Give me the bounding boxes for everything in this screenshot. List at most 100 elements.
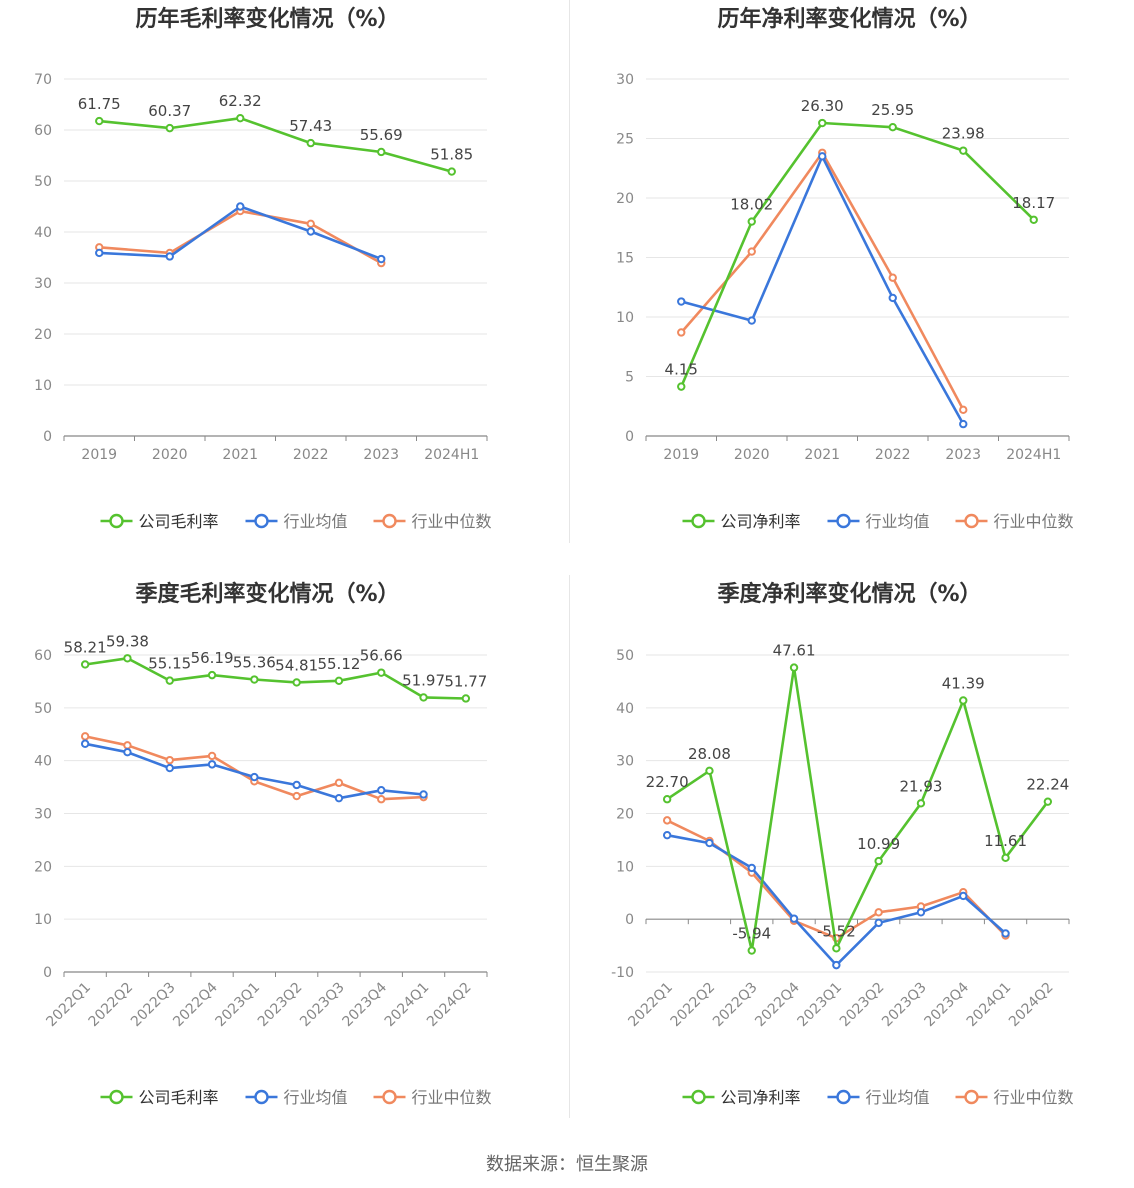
y-tick-label: 40: [34, 225, 52, 241]
data-point-company: [832, 944, 841, 953]
data-point-company: [236, 113, 245, 123]
x-tick-label: 2023Q3: [297, 980, 348, 1031]
data-point-company: [207, 670, 217, 680]
data-point-avg: [165, 763, 174, 773]
x-tick-label: 2024Q1: [964, 980, 1015, 1031]
data-label: 55.15: [148, 655, 191, 673]
data-point-company: [447, 167, 456, 176]
data-point-company: [888, 122, 897, 132]
data-point-avg: [1001, 929, 1010, 938]
data-label: 56.19: [191, 649, 234, 667]
legend-marker-median: [964, 513, 979, 529]
data-label: 51.77: [444, 672, 487, 690]
data-point-company: [662, 795, 672, 804]
legend-marker-median: [964, 1089, 979, 1105]
chart-title-3: 季度毛利率变化情况（%）: [135, 581, 399, 607]
data-point-avg: [677, 297, 686, 306]
x-tick-label: 2021: [804, 447, 840, 463]
data-point-median: [306, 219, 315, 229]
data-label: 54.81: [275, 656, 318, 674]
x-tick-label: 2022Q2: [668, 980, 719, 1031]
data-point-company: [1029, 215, 1038, 224]
x-tick-label: 2022Q1: [625, 980, 676, 1031]
data-point-avg: [832, 960, 841, 970]
data-point-company: [1001, 853, 1010, 863]
data-point-avg: [747, 863, 756, 873]
legend-label-company: 公司毛利率: [139, 512, 219, 531]
series-line-company: [99, 116, 453, 173]
y-tick-label: 0: [625, 912, 634, 928]
x-tick-label: 2023Q2: [837, 980, 888, 1031]
data-point-avg: [377, 786, 386, 795]
data-point-avg: [207, 760, 217, 769]
series-line-avg: [84, 742, 424, 800]
vertical-divider-top: [569, 0, 570, 543]
data-label: 59.38: [106, 632, 149, 650]
y-tick-label: 20: [34, 327, 52, 343]
data-point-company: [705, 766, 714, 776]
data-label: 55.36: [233, 654, 276, 672]
data-label: 51.85: [430, 146, 473, 164]
y-tick-label: 30: [34, 276, 52, 292]
series-line-company: [680, 121, 1035, 388]
data-point-avg: [818, 152, 827, 161]
data-point-company: [461, 694, 471, 703]
legend-label-avg: 行业均值: [866, 1088, 930, 1107]
data-point-avg: [874, 918, 883, 928]
data-point-avg: [95, 248, 104, 258]
data-label: 56.66: [360, 647, 403, 665]
x-tick-label: 2022Q3: [128, 980, 179, 1031]
series-line-company: [85, 657, 466, 700]
data-point-avg: [306, 227, 315, 236]
y-tick-label: 10: [34, 912, 52, 928]
y-tick-label: 20: [616, 807, 634, 823]
series-line-median: [84, 735, 424, 801]
data-point-company: [874, 856, 883, 866]
data-point-company: [165, 676, 174, 685]
data-point-median: [662, 816, 672, 825]
data-point-avg: [419, 790, 428, 799]
data-label: -5.94: [732, 925, 771, 943]
data-label: 18.17: [1012, 194, 1055, 212]
x-tick-label: 2023Q1: [213, 980, 264, 1031]
data-point-company: [123, 654, 132, 663]
legend-label-median: 行业中位数: [412, 1088, 492, 1107]
data-point-company: [250, 675, 259, 684]
data-point-avg: [334, 793, 344, 803]
data-point-median: [888, 273, 897, 282]
chart-title-4: 季度净利率变化情况（%）: [717, 581, 981, 607]
data-label: 10.99: [857, 835, 900, 853]
legend-marker-avg: [836, 1089, 851, 1105]
data-point-median: [123, 741, 132, 750]
x-tick-label: 2023Q1: [795, 980, 846, 1031]
y-tick-label: 0: [43, 965, 52, 981]
data-label: 60.37: [148, 102, 191, 120]
legend-marker-median: [382, 513, 397, 529]
data-point-company: [959, 696, 968, 705]
y-tick-label: 10: [616, 859, 634, 875]
legend-label-company: 公司净利率: [721, 512, 801, 531]
data-point-avg: [250, 772, 259, 782]
data-label: 62.32: [219, 92, 262, 110]
y-tick-label: 30: [34, 807, 52, 823]
data-point-company: [747, 217, 756, 226]
x-tick-label: 2022Q1: [43, 980, 94, 1031]
x-tick-label: 2022Q3: [710, 980, 761, 1031]
data-point-median: [207, 751, 217, 761]
data-point-avg: [236, 202, 245, 211]
x-tick-label: 2023Q4: [339, 979, 390, 1030]
data-point-median: [334, 778, 344, 788]
data-label: 21.93: [899, 777, 942, 795]
x-tick-label: 2022: [293, 447, 329, 463]
x-tick-label: 2019: [81, 447, 117, 463]
data-label: 25.95: [871, 101, 914, 119]
data-point-avg: [662, 830, 672, 840]
data-point-median: [959, 405, 968, 415]
legend-label-avg: 行业均值: [866, 512, 930, 531]
chart-title-1: 历年毛利率变化情况（%）: [135, 6, 399, 32]
data-point-median: [377, 795, 386, 804]
data-point-company: [80, 660, 90, 669]
x-tick-label: 2024Q1: [382, 980, 433, 1031]
legend-marker-avg: [254, 1089, 269, 1105]
